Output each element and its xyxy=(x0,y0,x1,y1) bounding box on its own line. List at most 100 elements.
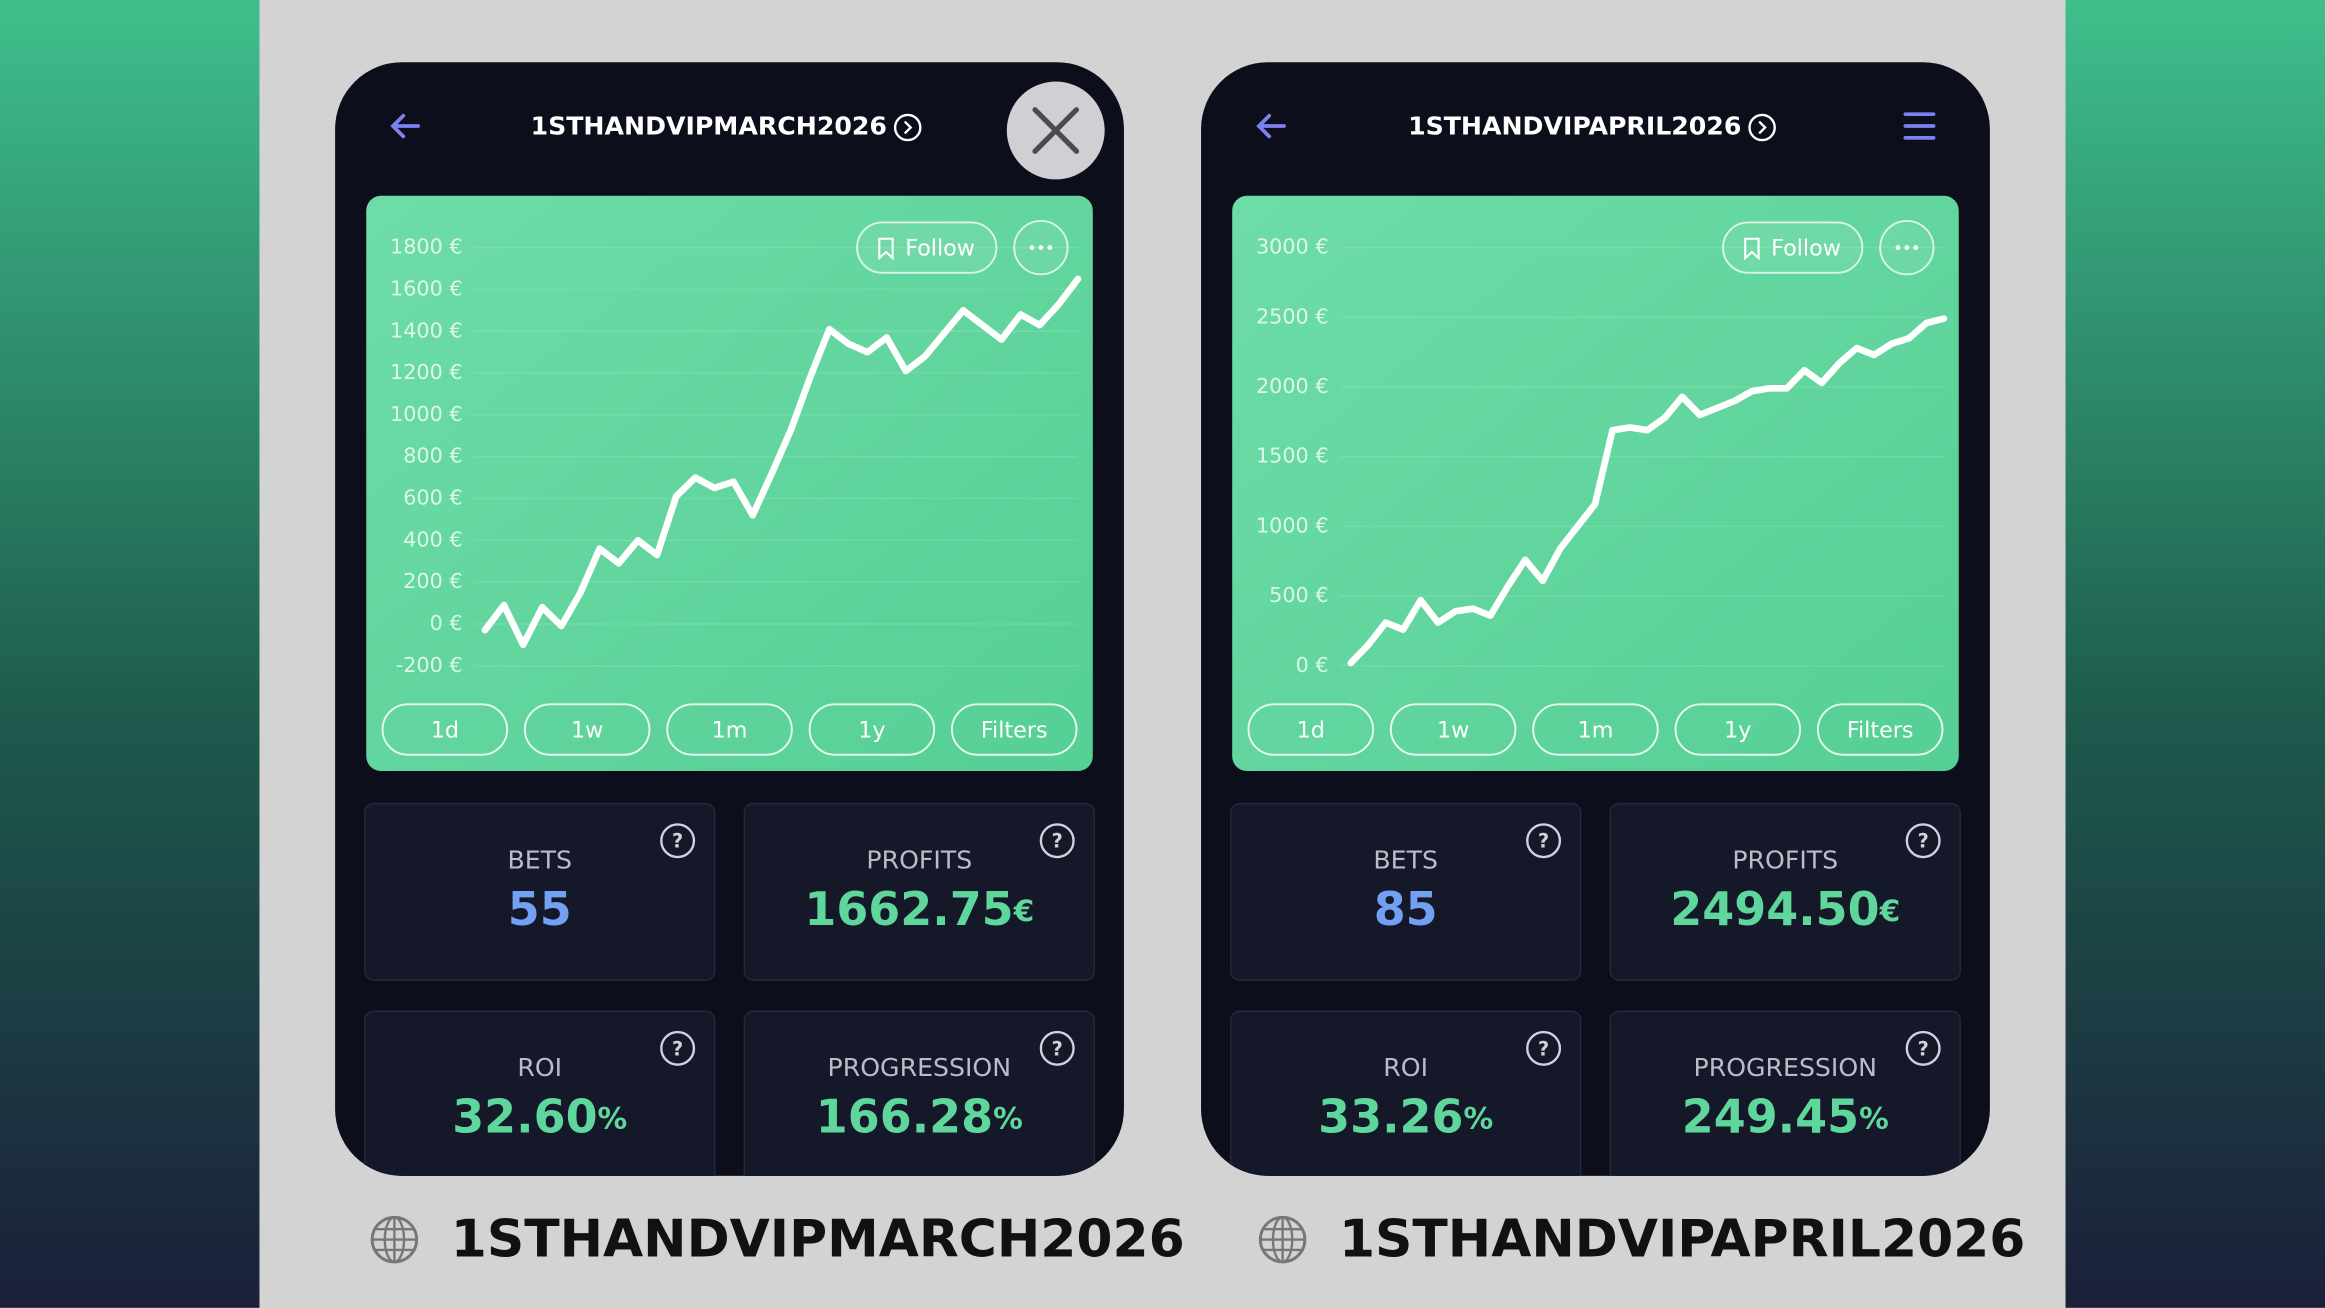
stat-value-number: 166.28 xyxy=(816,1089,993,1143)
stat-label: ROI xyxy=(517,1053,562,1082)
follow-button[interactable] xyxy=(856,221,998,274)
app-panel: 1STHANDVIPAPRIL2026 0 € 500 € 1000 € 1500 € 2… xyxy=(1201,62,1990,1176)
globe-lines xyxy=(1260,1217,1305,1262)
stat-value: 2494.50€ xyxy=(1670,881,1900,935)
y-tick-label: 800 € xyxy=(403,444,462,468)
stat-value-number: 2494.50 xyxy=(1670,881,1879,935)
y-tick-label: 1400 € xyxy=(390,318,463,342)
follow-button[interactable] xyxy=(1722,221,1864,274)
chart-card xyxy=(1232,195,1959,772)
menu-button[interactable] xyxy=(1903,112,1936,140)
range-button-label: 1w xyxy=(571,718,603,744)
stat-value: 55 xyxy=(508,881,572,935)
help-icon-mark: ? xyxy=(1538,1037,1549,1060)
stat-card xyxy=(743,802,1096,981)
bookmark-icon xyxy=(1744,237,1760,261)
title-info-chevron xyxy=(1758,120,1767,135)
stat-value: 166.28% xyxy=(816,1089,1023,1143)
range-button-label: Filters xyxy=(1847,718,1914,744)
y-tick-label: -200 € xyxy=(396,653,463,677)
stat-label: BETS xyxy=(507,845,572,874)
y-tick-label: 2500 € xyxy=(1256,304,1329,328)
bookmark-icon xyxy=(878,237,894,261)
y-tick-label: 200 € xyxy=(403,569,462,593)
range-button[interactable] xyxy=(1532,703,1659,756)
stat-value-number: 55 xyxy=(508,881,572,935)
more-dot xyxy=(1913,245,1919,250)
help-icon[interactable] xyxy=(1526,1030,1562,1066)
help-icon[interactable] xyxy=(1039,1030,1075,1066)
stat-card xyxy=(1609,802,1961,981)
range-button-label: 1y xyxy=(1724,718,1751,744)
range-button[interactable] xyxy=(1389,703,1517,756)
help-icon-mark: ? xyxy=(1538,830,1549,853)
title-info-chevron xyxy=(903,120,913,135)
stat-value-unit: € xyxy=(1013,892,1035,927)
close-icon xyxy=(1032,107,1080,154)
more-dot xyxy=(1047,245,1053,250)
range-button[interactable] xyxy=(950,703,1078,756)
y-tick-label: 2000 € xyxy=(1256,374,1329,398)
title-info-icon xyxy=(893,113,922,142)
y-tick-label: 1000 € xyxy=(1256,513,1329,537)
help-icon[interactable] xyxy=(1905,823,1941,859)
stat-card xyxy=(743,1010,1096,1176)
follow-label: Follow xyxy=(1771,236,1841,262)
globe-lines xyxy=(372,1217,417,1262)
range-button[interactable] xyxy=(381,703,509,756)
help-icon-mark: ? xyxy=(672,1037,683,1060)
stat-value-number: 249.45 xyxy=(1682,1089,1859,1143)
more-dot xyxy=(1029,245,1035,250)
stat-value-number: 33.26 xyxy=(1318,1089,1463,1143)
panel-content: 1STHANDVIPMARCH2026 -200 € 0 € 200 € 400 € 60… xyxy=(364,112,1096,1176)
y-tick-label: 3000 € xyxy=(1256,235,1329,259)
help-icon[interactable] xyxy=(1905,1030,1941,1066)
help-icon[interactable] xyxy=(660,823,696,859)
back-button[interactable] xyxy=(390,113,420,139)
back-button[interactable] xyxy=(1256,113,1286,139)
stat-card xyxy=(364,802,716,981)
help-icon[interactable] xyxy=(1039,823,1075,859)
stat-label: PROFITS xyxy=(866,845,972,874)
range-button-label: 1m xyxy=(1578,718,1614,744)
stat-value-unit: % xyxy=(598,1100,628,1135)
range-button-label: 1d xyxy=(1297,718,1325,744)
y-tick-label: 1000 € xyxy=(390,402,463,426)
stat-label: PROGRESSION xyxy=(1694,1053,1878,1082)
y-tick-label: 1200 € xyxy=(390,360,463,384)
right-backdrop xyxy=(2065,0,2325,1308)
stat-value-unit: % xyxy=(1464,1100,1494,1135)
stat-value-number: 32.60 xyxy=(452,1089,597,1143)
range-button[interactable] xyxy=(1816,703,1944,756)
footer-name: 1STHANDVIPMARCH2026 xyxy=(451,1210,1185,1270)
stat-value: 1662.75€ xyxy=(804,881,1034,935)
stat-value: 32.60% xyxy=(452,1089,627,1143)
help-icon-mark: ? xyxy=(1918,1037,1929,1060)
range-button[interactable] xyxy=(666,703,793,756)
help-icon-mark: ? xyxy=(1052,830,1063,853)
panel-title: 1STHANDVIPAPRIL2026 xyxy=(1408,112,1741,141)
stat-card xyxy=(1229,1010,1582,1176)
help-icon-mark: ? xyxy=(672,830,683,853)
stat-label: PROFITS xyxy=(1732,845,1838,874)
help-icon[interactable] xyxy=(660,1030,696,1066)
help-icon[interactable] xyxy=(1526,823,1562,859)
range-button-label: 1m xyxy=(712,718,748,744)
y-tick-label: 500 € xyxy=(1269,583,1328,607)
range-button[interactable] xyxy=(1674,703,1802,756)
stat-label: BETS xyxy=(1373,845,1438,874)
range-button[interactable] xyxy=(808,703,936,756)
y-tick-label: 400 € xyxy=(403,527,462,551)
stat-value-number: 1662.75 xyxy=(804,881,1013,935)
range-button[interactable] xyxy=(1247,703,1375,756)
stat-value-unit: € xyxy=(1879,892,1901,927)
stat-value: 249.45% xyxy=(1682,1089,1889,1143)
range-button-label: Filters xyxy=(981,718,1048,744)
help-icon-mark: ? xyxy=(1918,830,1929,853)
help-icon-mark: ? xyxy=(1052,1037,1063,1060)
y-tick-label: 0 € xyxy=(1296,653,1329,677)
range-button[interactable] xyxy=(523,703,651,756)
stat-card xyxy=(1229,802,1582,981)
range-button-label: 1d xyxy=(431,718,459,744)
